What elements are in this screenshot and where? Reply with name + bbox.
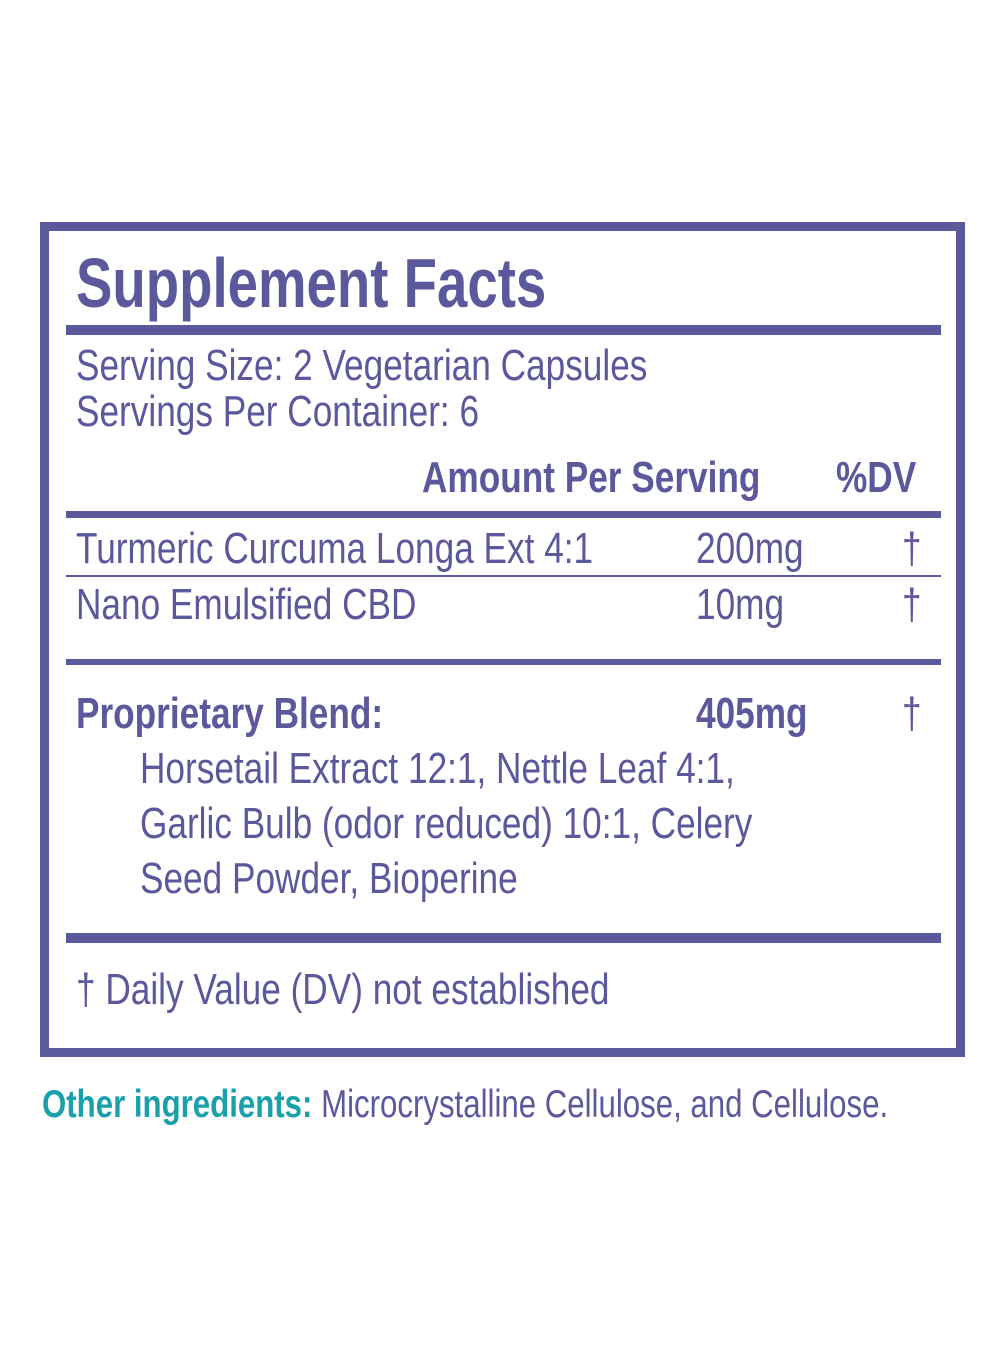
divider xyxy=(66,325,941,335)
servings-per-container: Servings Per Container: 6 xyxy=(76,387,480,436)
blend-line: Seed Powder, Bioperine xyxy=(140,854,518,903)
blend-amount: 405mg xyxy=(696,689,808,738)
other-ingredients-label: Other ingredients: xyxy=(42,1083,313,1126)
row-dv: † xyxy=(902,524,922,573)
blend-dv: † xyxy=(902,689,922,738)
serving-size: Serving Size: 2 Vegetarian Capsules xyxy=(76,341,648,390)
other-ingredients: Other ingredients: Microcrystalline Cell… xyxy=(42,1085,888,1124)
amount-header: Amount Per Serving xyxy=(422,453,761,502)
divider xyxy=(66,511,941,518)
footnote: † Daily Value (DV) not established xyxy=(76,965,610,1014)
divider xyxy=(66,575,941,577)
row-amount: 200mg xyxy=(696,524,804,573)
other-ingredients-text: Microcrystalline Cellulose, and Cellulos… xyxy=(312,1083,889,1126)
row-dv: † xyxy=(902,580,922,629)
blend-name: Proprietary Blend: xyxy=(76,689,384,738)
row-name: Nano Emulsified CBD xyxy=(76,580,417,629)
facts-panel-border xyxy=(40,222,965,1057)
row-name: Turmeric Curcuma Longa Ext 4:1 xyxy=(76,524,594,573)
row-amount: 10mg xyxy=(696,580,785,629)
page-title: Supplement Facts xyxy=(76,244,547,322)
dv-header: %DV xyxy=(836,453,917,502)
blend-line: Horsetail Extract 12:1, Nettle Leaf 4:1, xyxy=(140,744,735,793)
divider xyxy=(66,659,941,665)
blend-line: Garlic Bulb (odor reduced) 10:1, Celery xyxy=(140,799,753,848)
divider xyxy=(66,933,941,943)
